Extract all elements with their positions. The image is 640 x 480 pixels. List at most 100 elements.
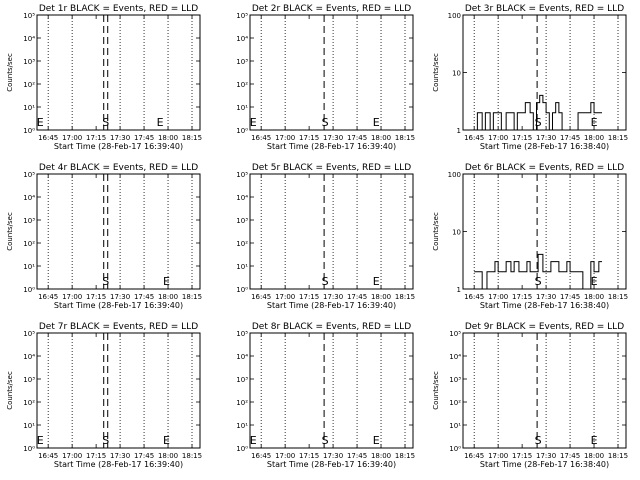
x-tick-label: 17:15	[299, 134, 319, 142]
marker-label: E	[373, 116, 380, 129]
x-tick-label: 17:15	[512, 452, 532, 460]
y-tick-label: 10¹	[23, 422, 35, 430]
x-tick-label: 17:45	[347, 293, 367, 301]
marker-label: S	[535, 116, 542, 129]
y-tick-label: 10⁰	[23, 445, 35, 453]
chart-title: Det 6r BLACK = Events, RED = LLD	[465, 163, 624, 173]
x-tick-label: 17:15	[86, 452, 106, 460]
marker-label: E	[37, 116, 44, 129]
plot-frame	[36, 332, 201, 449]
plot-frame	[249, 14, 414, 131]
y-tick-label: 1	[457, 286, 461, 294]
marker-label: E	[591, 434, 598, 447]
x-tick-label: 16:45	[251, 293, 271, 301]
x-axis-label: Start Time (28-Feb-17 16:38:40)	[480, 460, 609, 469]
y-tick-label: 10⁵	[449, 330, 461, 338]
y-tick-label: 10⁰	[23, 286, 35, 294]
marker-label: E	[163, 275, 170, 288]
x-axis-label: Start Time (28-Feb-17 16:39:40)	[54, 301, 183, 310]
x-tick-label: 16:45	[251, 134, 271, 142]
chart-title: Det 7r BLACK = Events, RED = LLD	[39, 322, 198, 332]
marker-label: S	[102, 434, 109, 447]
x-tick-label: 17:45	[134, 293, 154, 301]
x-tick-label: 17:45	[560, 134, 580, 142]
plot-frame	[249, 332, 414, 449]
x-tick-label: 17:15	[86, 134, 106, 142]
x-tick-label: 18:00	[584, 134, 604, 142]
x-tick-label: 17:00	[275, 293, 295, 301]
marker-label: E	[373, 275, 380, 288]
y-tick-label: 10⁴	[23, 353, 35, 361]
marker-label: S	[322, 275, 329, 288]
x-tick-label: 17:45	[347, 452, 367, 460]
x-tick-label: 18:00	[158, 134, 178, 142]
y-tick-label: 10⁰	[236, 286, 248, 294]
x-axis-label: Start Time (28-Feb-17 16:39:40)	[267, 460, 396, 469]
x-tick-label: 18:15	[182, 293, 202, 301]
y-tick-label: 10³	[23, 58, 35, 66]
x-tick-label: 16:45	[464, 293, 484, 301]
x-tick-label: 16:45	[38, 134, 58, 142]
x-tick-label: 17:00	[275, 452, 295, 460]
y-tick-label: 10³	[236, 217, 248, 225]
x-tick-label: 18:15	[608, 452, 628, 460]
x-axis-label: Start Time (28-Feb-17 16:39:40)	[267, 301, 396, 310]
y-tick-label: 10³	[23, 376, 35, 384]
marker-label: E	[157, 116, 164, 129]
x-tick-label: 17:15	[299, 293, 319, 301]
chart-title: Det 4r BLACK = Events, RED = LLD	[39, 163, 198, 173]
x-tick-label: 17:30	[536, 293, 556, 301]
x-tick-label: 18:00	[371, 293, 391, 301]
chart-panel: Det 4r BLACK = Events, RED = LLD Counts/s…	[6, 163, 202, 310]
y-tick-label: 10²	[449, 399, 461, 407]
y-tick-label: 10⁰	[236, 127, 248, 135]
y-tick-label: 10⁴	[23, 35, 35, 43]
y-tick-label: 10⁵	[23, 171, 35, 179]
x-tick-label: 18:15	[608, 293, 628, 301]
y-tick-label: 10²	[23, 81, 35, 89]
x-tick-label: 17:15	[512, 134, 532, 142]
y-tick-label: 10⁴	[236, 35, 248, 43]
chart-panel: Det 6r BLACK = Events, RED = LLD Counts/s…	[432, 163, 628, 310]
x-tick-label: 16:45	[251, 452, 271, 460]
plot-frame	[462, 14, 627, 131]
y-tick-label: 10⁴	[236, 194, 248, 202]
x-tick-label: 17:30	[323, 134, 343, 142]
x-tick-label: 18:00	[158, 452, 178, 460]
y-tick-label: 10²	[23, 240, 35, 248]
y-tick-label: 10³	[23, 217, 35, 225]
marker-label: E	[37, 434, 44, 447]
plot-frame	[462, 173, 627, 290]
plot-frame	[36, 173, 201, 290]
x-tick-label: 17:30	[110, 452, 130, 460]
x-tick-label: 18:15	[395, 293, 415, 301]
y-axis-label: Counts/sec	[6, 371, 14, 410]
y-tick-label: 10¹	[449, 422, 461, 430]
chart-panel: Det 7r BLACK = Events, RED = LLD Counts/s…	[6, 322, 202, 469]
x-tick-label: 18:00	[371, 134, 391, 142]
y-tick-label: 10⁵	[236, 12, 248, 20]
x-tick-label: 17:00	[488, 134, 508, 142]
x-tick-label: 17:00	[488, 293, 508, 301]
y-tick-label: 1	[457, 127, 461, 135]
marker-label: S	[322, 116, 329, 129]
x-tick-label: 17:45	[347, 134, 367, 142]
marker-label: S	[102, 116, 109, 129]
x-tick-label: 17:30	[323, 293, 343, 301]
x-tick-label: 17:30	[536, 134, 556, 142]
marker-label: E	[250, 116, 257, 129]
marker-label: S	[535, 434, 542, 447]
x-tick-label: 17:45	[134, 452, 154, 460]
x-tick-label: 18:15	[395, 452, 415, 460]
x-tick-label: 16:45	[464, 134, 484, 142]
y-tick-label: 100	[448, 171, 461, 179]
y-tick-label: 10⁵	[23, 330, 35, 338]
y-tick-label: 10⁵	[236, 330, 248, 338]
x-tick-label: 17:00	[62, 452, 82, 460]
y-tick-label: 10³	[449, 376, 461, 384]
x-tick-label: 17:45	[134, 134, 154, 142]
marker-label: E	[250, 434, 257, 447]
chart-panel: Det 8r BLACK = Events, RED = LLD Start Ti…	[236, 322, 415, 469]
y-axis-label: Counts/sec	[432, 53, 440, 92]
